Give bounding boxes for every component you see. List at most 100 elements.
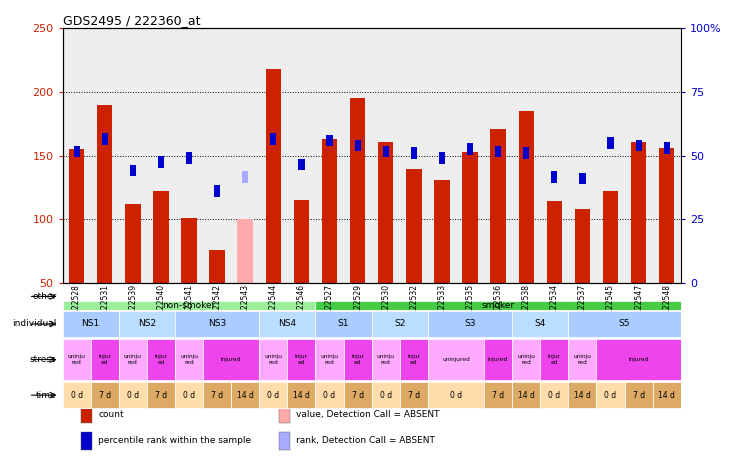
Text: 14 d: 14 d bbox=[658, 391, 675, 400]
Bar bbox=[294, 200, 309, 283]
Bar bbox=[175, 311, 259, 337]
Bar bbox=[439, 152, 445, 164]
Text: 14 d: 14 d bbox=[518, 391, 534, 400]
Text: time: time bbox=[36, 391, 57, 400]
Text: injur
ed: injur ed bbox=[407, 354, 420, 365]
Text: injur
ed: injur ed bbox=[295, 354, 308, 365]
Text: injur
ed: injur ed bbox=[155, 354, 167, 365]
Text: 0 d: 0 d bbox=[450, 391, 462, 400]
Bar bbox=[344, 382, 372, 409]
Bar bbox=[378, 142, 394, 283]
Text: injur
ed: injur ed bbox=[548, 354, 561, 365]
Bar bbox=[383, 146, 389, 157]
Bar bbox=[400, 382, 428, 409]
Bar bbox=[355, 140, 361, 151]
Bar bbox=[81, 405, 92, 423]
Text: 7 d: 7 d bbox=[352, 391, 364, 400]
Bar bbox=[625, 382, 653, 409]
Text: S1: S1 bbox=[338, 319, 350, 328]
Text: S3: S3 bbox=[464, 319, 475, 328]
Text: GSM122529: GSM122529 bbox=[353, 284, 362, 330]
Text: GSM122530: GSM122530 bbox=[381, 284, 390, 330]
Bar bbox=[344, 338, 372, 381]
Text: non-smoker: non-smoker bbox=[163, 301, 216, 310]
Bar bbox=[575, 209, 590, 283]
Bar bbox=[653, 382, 681, 409]
Bar bbox=[484, 338, 512, 381]
Bar bbox=[175, 382, 203, 409]
Bar bbox=[664, 142, 670, 154]
Text: GSM122544: GSM122544 bbox=[269, 284, 277, 330]
Bar bbox=[568, 382, 596, 409]
Text: other: other bbox=[32, 292, 57, 301]
Text: 0 d: 0 d bbox=[71, 391, 82, 400]
Text: GDS2495 / 222360_at: GDS2495 / 222360_at bbox=[63, 14, 200, 27]
Text: 7 d: 7 d bbox=[99, 391, 111, 400]
Bar bbox=[400, 338, 428, 381]
Text: GSM122533: GSM122533 bbox=[437, 284, 447, 330]
Text: 0 d: 0 d bbox=[323, 391, 336, 400]
Text: GSM122537: GSM122537 bbox=[578, 284, 587, 330]
Bar bbox=[462, 152, 478, 283]
Text: 14 d: 14 d bbox=[574, 391, 591, 400]
Bar bbox=[125, 204, 141, 283]
Text: uninju
red: uninju red bbox=[124, 354, 142, 365]
Bar bbox=[372, 311, 428, 337]
Bar bbox=[102, 133, 107, 145]
Text: 0 d: 0 d bbox=[183, 391, 195, 400]
Text: GSM122536: GSM122536 bbox=[494, 284, 503, 330]
Bar bbox=[495, 146, 501, 157]
Bar bbox=[316, 301, 681, 310]
Text: GSM122547: GSM122547 bbox=[634, 284, 643, 330]
Text: 7 d: 7 d bbox=[492, 391, 504, 400]
Bar bbox=[238, 219, 253, 283]
Bar bbox=[259, 382, 287, 409]
Bar bbox=[490, 129, 506, 283]
Text: GSM122539: GSM122539 bbox=[128, 284, 138, 330]
Text: uninju
red: uninju red bbox=[68, 354, 85, 365]
Bar bbox=[186, 152, 192, 164]
Text: GSM122541: GSM122541 bbox=[185, 284, 194, 330]
Bar bbox=[203, 338, 259, 381]
Bar bbox=[512, 382, 540, 409]
Text: 7 d: 7 d bbox=[155, 391, 167, 400]
Text: 7 d: 7 d bbox=[408, 391, 420, 400]
Bar bbox=[411, 147, 417, 159]
Text: GSM122542: GSM122542 bbox=[213, 284, 222, 330]
Bar bbox=[181, 218, 197, 283]
Text: stress: stress bbox=[29, 355, 57, 364]
Bar bbox=[63, 311, 118, 337]
Text: uninju
red: uninju red bbox=[180, 354, 198, 365]
Bar bbox=[316, 311, 372, 337]
Bar bbox=[81, 432, 92, 450]
Bar bbox=[270, 133, 277, 145]
Bar bbox=[259, 311, 316, 337]
Text: 7 d: 7 d bbox=[632, 391, 645, 400]
Bar bbox=[316, 338, 344, 381]
Text: uninju
red: uninju red bbox=[264, 354, 283, 365]
Bar bbox=[372, 338, 400, 381]
Bar bbox=[568, 311, 681, 337]
Bar bbox=[298, 159, 305, 170]
Bar bbox=[512, 338, 540, 381]
Bar bbox=[118, 311, 175, 337]
Bar bbox=[231, 382, 259, 409]
Text: smoker: smoker bbox=[481, 301, 514, 310]
Text: uninju
red: uninju red bbox=[573, 354, 592, 365]
Bar bbox=[579, 173, 586, 184]
Bar bbox=[372, 382, 400, 409]
Text: GSM122531: GSM122531 bbox=[100, 284, 109, 330]
Text: GSM122528: GSM122528 bbox=[72, 284, 81, 330]
Bar bbox=[259, 338, 287, 381]
Bar bbox=[428, 382, 484, 409]
Bar bbox=[91, 338, 118, 381]
Bar bbox=[603, 191, 618, 283]
Bar bbox=[287, 338, 316, 381]
Text: 7 d: 7 d bbox=[211, 391, 223, 400]
Bar bbox=[596, 382, 625, 409]
Bar bbox=[209, 249, 225, 283]
Text: injur
ed: injur ed bbox=[98, 354, 111, 365]
Text: value, Detection Call = ABSENT: value, Detection Call = ABSENT bbox=[297, 410, 439, 419]
Bar bbox=[551, 172, 557, 183]
Bar bbox=[636, 140, 642, 151]
